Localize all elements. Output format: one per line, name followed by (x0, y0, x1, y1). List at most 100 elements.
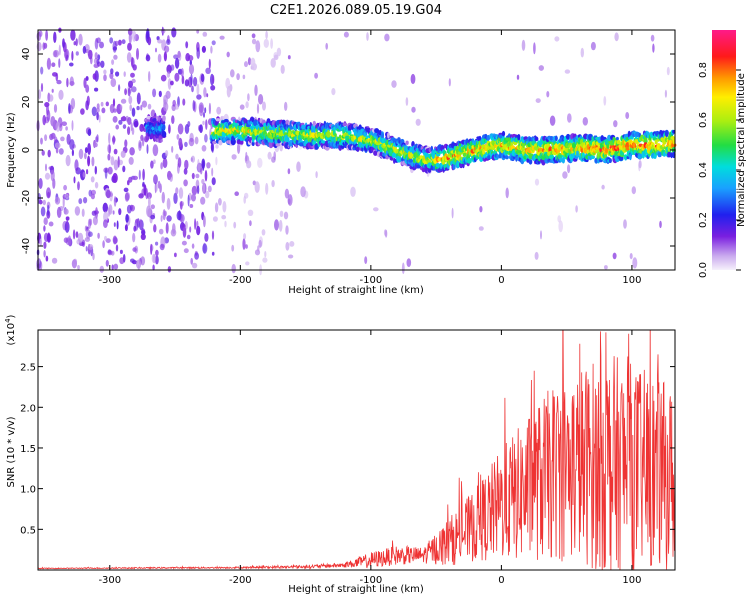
x-tick-label: 0 (498, 275, 504, 286)
signal-cell (365, 135, 369, 139)
noise-cell (131, 86, 137, 93)
noise-cell (190, 157, 193, 162)
noise-cell (118, 39, 122, 46)
noise-cell (92, 73, 97, 80)
noise-cell (558, 220, 563, 233)
noise-cell (199, 104, 204, 117)
noise-cell (38, 89, 42, 100)
noise-cell (208, 102, 211, 115)
noise-cell (204, 170, 208, 182)
noise-cell (233, 221, 237, 229)
noise-cell (98, 114, 101, 123)
noise-cell (70, 29, 76, 41)
noise-cell (71, 120, 74, 131)
colorbar: 0.0 0.2 0.4 0.6 0.8 Normalized spectral ampl… (698, 30, 747, 278)
noise-cell (659, 220, 662, 229)
noise-cell (158, 90, 162, 98)
noise-cell (92, 252, 95, 261)
noise-cell (192, 100, 196, 112)
noise-cell (139, 123, 144, 132)
noise-cell (300, 186, 306, 198)
noise-cell (125, 213, 129, 223)
noise-cell (96, 134, 99, 143)
noise-cell (58, 148, 64, 155)
signal-cell (505, 150, 509, 155)
noise-cell (66, 77, 69, 88)
noise-cell (161, 28, 166, 34)
noise-cell (181, 75, 185, 85)
noise-cell (239, 104, 245, 110)
noise-cell (652, 43, 655, 53)
noise-cell (271, 180, 275, 188)
noise-cell (44, 172, 51, 180)
y-tick-label: 1.0 (20, 485, 36, 496)
signal-cell (665, 131, 669, 138)
noise-cell (254, 181, 260, 193)
noise-cell (127, 180, 130, 186)
signal-cell (218, 139, 223, 146)
noise-cell (100, 60, 105, 68)
noise-cell (270, 58, 276, 68)
noise-cell (46, 104, 49, 116)
signal-cell (459, 164, 463, 168)
noise-cell (184, 124, 190, 134)
y-tick-label: 0.5 (20, 525, 36, 536)
noise-cell (85, 100, 89, 111)
noise-cell (174, 252, 177, 258)
noise-cell (535, 98, 541, 103)
noise-cell (88, 231, 93, 237)
noise-cell (201, 45, 206, 53)
noise-cell (166, 215, 172, 222)
noise-cell (133, 120, 139, 128)
signal-cell (633, 147, 637, 151)
noise-cell (159, 183, 162, 193)
noise-cell (107, 207, 111, 217)
y-tick-label: 2.5 (20, 363, 36, 374)
signal-cell (608, 158, 612, 164)
noise-cell (160, 162, 163, 170)
x-tick-label: -300 (98, 275, 121, 286)
snr-multiplier-exp: 4 (4, 318, 12, 323)
noise-cell (107, 144, 112, 154)
signal-cell (239, 139, 244, 145)
snr-panel: -300 -200 -100 0 100 0.5 1.0 1.5 2.0 2.5 Height … (4, 314, 676, 595)
signal-cell (670, 152, 673, 159)
noise-cell (96, 37, 101, 44)
signal-cell (421, 167, 426, 173)
noise-cell (236, 73, 240, 81)
signal-cell (554, 135, 558, 142)
noise-cell (200, 196, 206, 205)
noise-cell (63, 237, 69, 243)
noise-cell (202, 243, 208, 254)
noise-cell (196, 185, 200, 195)
noise-cell (246, 160, 252, 169)
noise-cell (205, 119, 208, 130)
noise-cell (245, 101, 249, 109)
noise-cell (102, 202, 109, 213)
y-tick-label: 2.0 (20, 403, 36, 414)
noise-cell (243, 196, 246, 204)
noise-cell (128, 80, 133, 89)
snr-y-label: SNR (10 * v/v) (6, 416, 17, 487)
noise-cell (152, 264, 155, 271)
signal-cell (162, 115, 166, 122)
noise-cell (284, 101, 288, 111)
signal-cell (297, 134, 303, 141)
noise-cell (366, 32, 369, 41)
noise-cell (231, 263, 236, 274)
colorbar-ticks: 0.0 0.2 0.4 0.6 0.8 (698, 62, 741, 278)
signal-cell (405, 140, 409, 145)
noise-cell (136, 105, 140, 111)
noise-cell (202, 31, 208, 37)
noise-cell (87, 218, 92, 229)
noise-cell (183, 248, 189, 254)
signal-cell (312, 120, 316, 127)
noise-cell (567, 164, 571, 174)
noise-cell (285, 241, 290, 251)
noise-cell (257, 157, 263, 168)
noise-cell (55, 121, 61, 132)
noise-cell (127, 126, 131, 135)
noise-cell (405, 97, 409, 106)
noise-cell (631, 186, 636, 195)
noise-cell (258, 239, 262, 248)
